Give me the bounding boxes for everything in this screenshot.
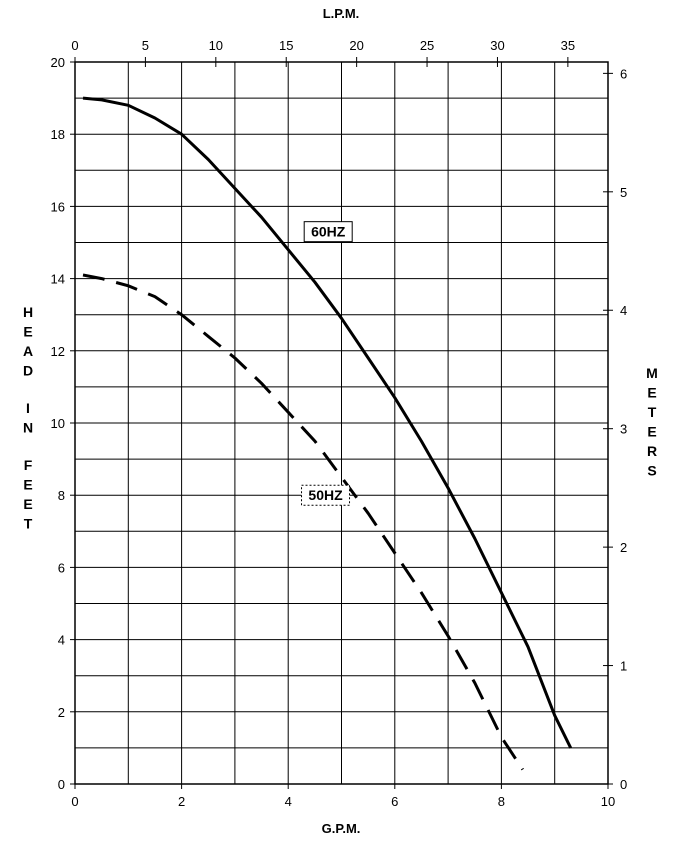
series-label-box xyxy=(303,221,353,243)
y-axis-title-letter: F xyxy=(24,457,33,473)
y-axis-title-letter: E xyxy=(23,496,32,512)
y-tick-label: 20 xyxy=(51,55,65,70)
right-tick-label: 4 xyxy=(620,303,627,318)
y-tick-label: 8 xyxy=(58,488,65,503)
top-tick-label: 25 xyxy=(420,38,434,53)
series-labels: 60HZ 50HZ xyxy=(301,221,353,506)
top-tick-label: 20 xyxy=(349,38,363,53)
axes xyxy=(70,57,613,789)
y-axis-title-letter: I xyxy=(26,400,30,416)
top-tick-label: 35 xyxy=(561,38,575,53)
x-tick-label: 0 xyxy=(71,794,78,809)
y-tick-label: 18 xyxy=(51,127,65,142)
y-tick-label: 16 xyxy=(51,199,65,214)
right-axis-title-letter: E xyxy=(647,385,656,401)
y-tick-label: 0 xyxy=(58,777,65,792)
right-axis-title-letter: S xyxy=(647,463,656,479)
y-axis-title-letter: E xyxy=(23,324,32,340)
x-tick-label: 2 xyxy=(178,794,185,809)
right-tick-label: 1 xyxy=(620,659,627,674)
series-label: 60HZ xyxy=(311,224,346,240)
top-tick-label: 0 xyxy=(71,38,78,53)
y-tick-label: 2 xyxy=(58,705,65,720)
y-tick-label: 14 xyxy=(51,272,65,287)
series-line-60hz xyxy=(82,96,573,749)
right-tick-label: 5 xyxy=(620,185,627,200)
x-axis-title: G.P.M. xyxy=(322,821,361,836)
y-tick-label: 6 xyxy=(58,560,65,575)
x-tick-label: 10 xyxy=(601,794,615,809)
y-axis-title-letter: E xyxy=(23,477,32,493)
x-tick-label: 8 xyxy=(498,794,505,809)
y-axis-title-letter: H xyxy=(23,304,33,320)
right-tick-label: 3 xyxy=(620,422,627,437)
top-tick-label: 30 xyxy=(490,38,504,53)
right-axis-title-letter: T xyxy=(648,404,657,420)
top-tick-label: 5 xyxy=(142,38,149,53)
top-tick-label: 10 xyxy=(209,38,223,53)
x-tick-label: 4 xyxy=(285,794,292,809)
grid xyxy=(74,61,609,785)
right-tick-label: 6 xyxy=(620,66,627,81)
top-tick-label: 15 xyxy=(279,38,293,53)
series-label: 50HZ xyxy=(308,487,343,503)
y-tick-label: 12 xyxy=(51,344,65,359)
series-line-50hz xyxy=(82,273,524,771)
right-axis-title-letter: R xyxy=(647,443,657,459)
right-tick-label: 2 xyxy=(620,540,627,555)
series-label-box xyxy=(301,484,351,506)
series-lines xyxy=(82,96,573,771)
y-tick-label: 4 xyxy=(58,633,65,648)
y-tick-label: 10 xyxy=(51,416,65,431)
right-axis-title-letter: E xyxy=(647,424,656,440)
right-tick-label: 0 xyxy=(620,777,627,792)
y-axis-title-letter: A xyxy=(23,343,33,359)
top-axis-title: L.P.M. xyxy=(323,6,360,21)
right-axis-title-letter: M xyxy=(646,365,658,381)
x-tick-label: 6 xyxy=(391,794,398,809)
y-axis-title-letter: D xyxy=(23,363,33,379)
y-axis-title-letter: N xyxy=(23,420,33,436)
y-axis-title-letter: T xyxy=(24,516,33,532)
